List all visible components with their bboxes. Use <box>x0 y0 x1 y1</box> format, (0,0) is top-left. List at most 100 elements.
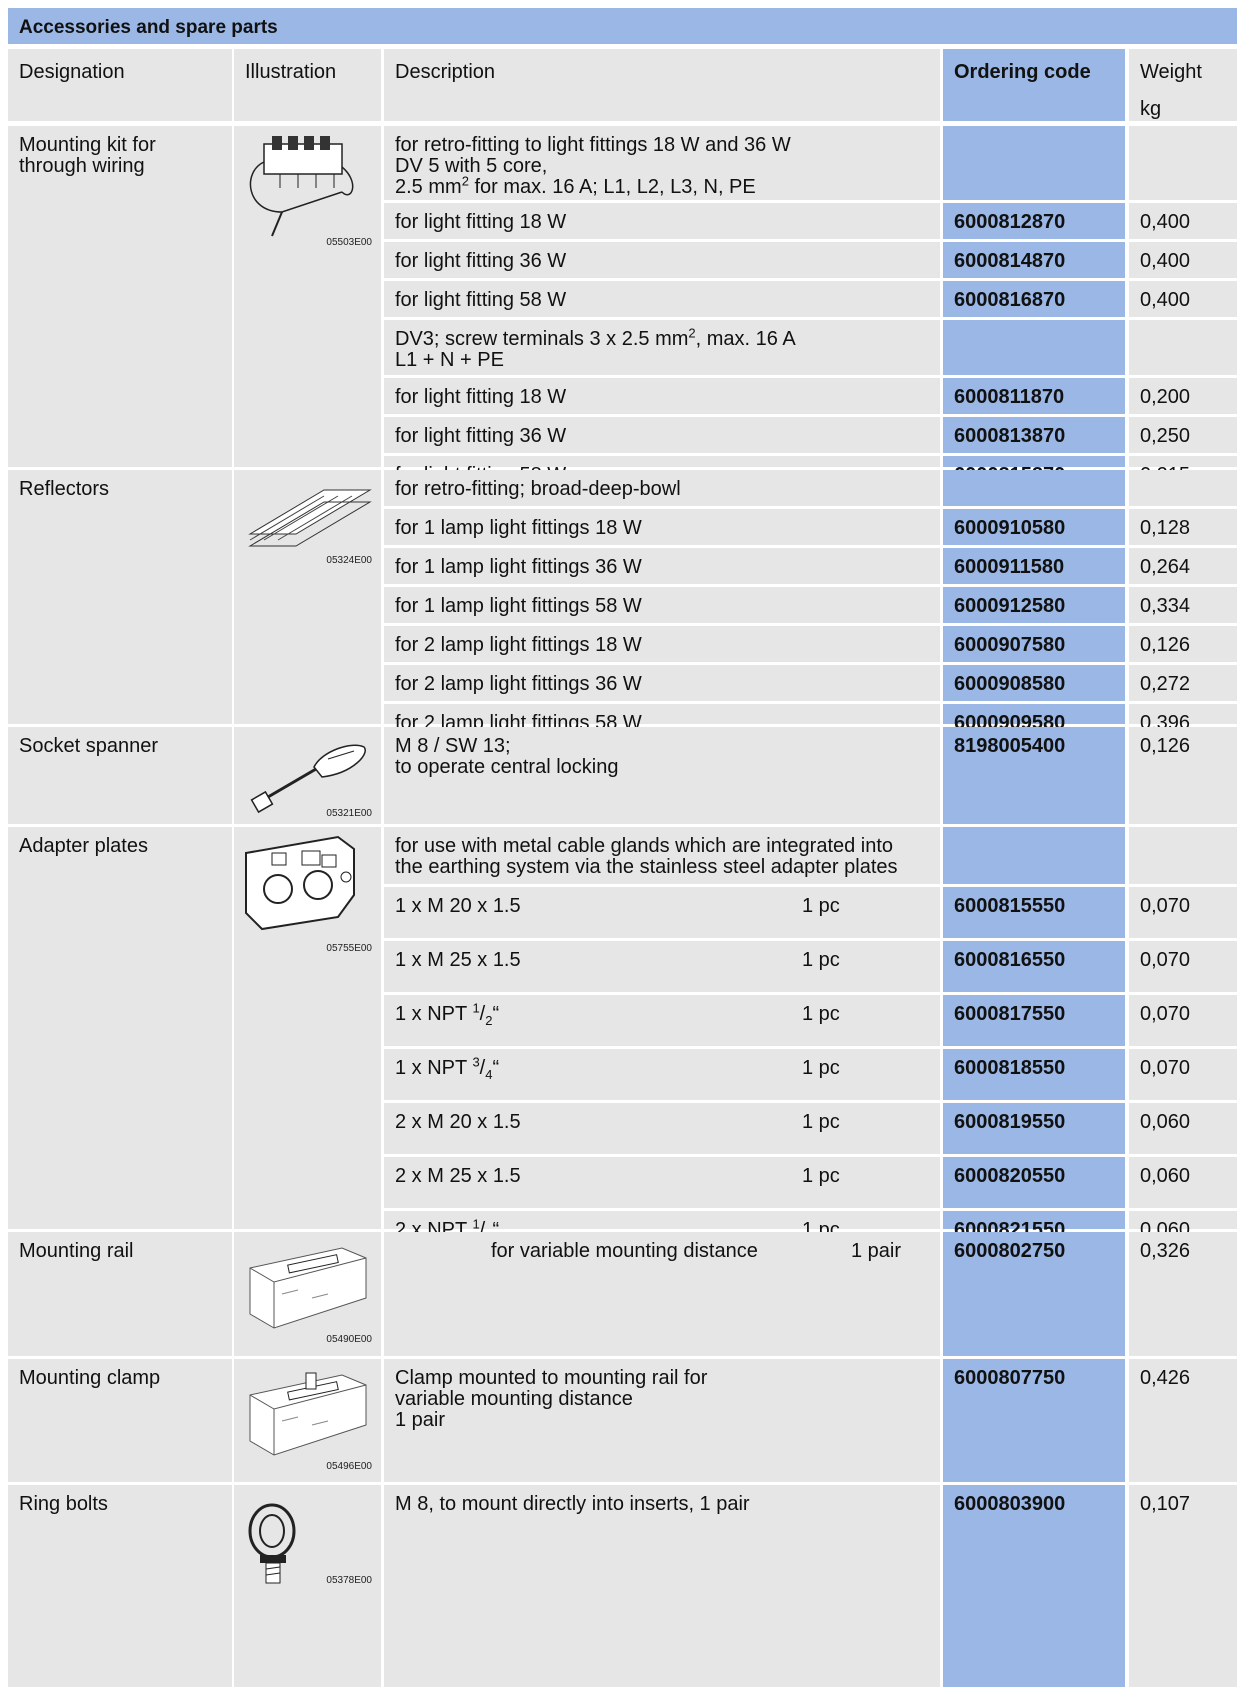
weight-kg: 0,400 <box>1129 203 1237 239</box>
description-text: for 2 lamp light fittings 18 W <box>395 634 642 656</box>
ring-bolt-icon <box>248 1503 296 1584</box>
weight-kg: 0,200 <box>1129 378 1237 414</box>
row-description: 2 x NPT 1/2“1 pc <box>384 1211 940 1243</box>
quantity: 1 pair <box>851 1240 902 1262</box>
row-description: M 8 / SW 13; to operate central locking <box>384 727 940 824</box>
group-illustration: 05490E00 <box>234 1232 381 1356</box>
weight-kg: 0,070 <box>1129 887 1237 938</box>
row-description: Clamp mounted to mounting rail for varia… <box>384 1359 940 1482</box>
header-ordering-code: Ordering code <box>943 49 1125 121</box>
weight-kg: 0,250 <box>1129 417 1237 453</box>
row-description: 2 x M 25 x 1.5 1 pc <box>384 1157 940 1208</box>
figure-code: 05755E00 <box>326 943 372 954</box>
row-description: 1 x NPT 1/2“ 1 pc <box>384 995 940 1046</box>
weight-kg <box>1129 320 1237 375</box>
ordering-code: 6000802750 <box>943 1232 1125 1356</box>
ordering-code: 6000910580 <box>943 509 1125 545</box>
group-designation: Ring bolts <box>8 1485 232 1687</box>
weight-kg: 0,326 <box>1129 1232 1237 1356</box>
description-text: for 1 lamp light fittings 36 W <box>395 556 642 578</box>
description-text: 2 x M 20 x 1.5 <box>395 1111 521 1133</box>
row-description: for light fitting 36 W <box>384 417 940 453</box>
figure-code: 05378E00 <box>326 1575 372 1586</box>
ordering-code: 6000813870 <box>943 417 1125 453</box>
ordering-code: 6000820550 <box>943 1157 1125 1208</box>
weight-kg: 0,060 <box>1129 1211 1237 1241</box>
group-designation: Mounting rail <box>8 1232 232 1356</box>
quantity: 1 pc <box>802 1111 840 1133</box>
header-illustration: Illustration <box>234 49 381 121</box>
quantity: 1 pc <box>802 1057 840 1079</box>
weight-kg <box>1129 827 1237 884</box>
terminal-block-icon <box>249 136 354 237</box>
ordering-code: 6000807750 <box>943 1359 1125 1482</box>
ordering-code: 6000911580 <box>943 548 1125 584</box>
quantity: 1 pc <box>802 1003 840 1025</box>
ordering-code: 6000816550 <box>943 941 1125 992</box>
header-description: Description <box>384 49 940 121</box>
row-description: DV3; screw terminals 3 x 2.5 mm2, max. 1… <box>384 320 940 375</box>
row-description: for light fitting 18 W <box>384 378 940 414</box>
weight-kg: 0,060 <box>1129 1103 1237 1154</box>
row-description: M 8, to mount directly into inserts, 1 p… <box>384 1485 940 1687</box>
mounting-rail-icon <box>249 1247 367 1329</box>
socket-spanner-icon <box>250 744 366 814</box>
group-designation: Reflectors <box>8 470 232 724</box>
row-description: for use with metal cable glands which ar… <box>384 827 940 884</box>
row-description: for 2 lamp light fittings 18 W <box>384 626 940 662</box>
description-text: 2 x M 25 x 1.5 <box>395 1165 521 1187</box>
group-designation: Adapter plates <box>8 827 232 1229</box>
weight-kg: 0,396 <box>1129 704 1237 734</box>
group-illustration: 05324E00 <box>234 470 381 724</box>
description-text: 1 x M 20 x 1.5 <box>395 895 521 917</box>
row-description: for 1 lamp light fittings 58 W <box>384 587 940 623</box>
header-weight: Weight kg <box>1129 49 1237 121</box>
row-description: 1 x M 20 x 1.5 1 pc <box>384 887 940 938</box>
row-description: for 2 lamp light fittings 58 W <box>384 704 940 734</box>
ordering-code: 6000908580 <box>943 665 1125 701</box>
weight-kg: 0,126 <box>1129 626 1237 662</box>
group-illustration: 05378E00 <box>234 1485 381 1687</box>
weight-kg: 0,060 <box>1129 1157 1237 1208</box>
ordering-code <box>943 320 1125 375</box>
ordering-code: 6000909580 <box>943 704 1125 734</box>
description-text: for 2 lamp light fittings 36 W <box>395 673 642 695</box>
row-description: 1 x NPT 3/4“ 1 pc <box>384 1049 940 1100</box>
row-description: for 1 lamp light fittings 36 W <box>384 548 940 584</box>
header-weight-label: Weight <box>1140 61 1202 83</box>
description-text: Clamp mounted to mounting rail for varia… <box>395 1367 708 1431</box>
description-text: for light fitting 58 W <box>395 289 567 311</box>
ordering-code: 6000812870 <box>943 203 1125 239</box>
description-text: for 1 lamp light fittings 58 W <box>395 595 642 617</box>
weight-kg: 0,400 <box>1129 281 1237 317</box>
quantity: 1 pc <box>802 895 840 917</box>
quantity: 1 pc <box>802 1165 840 1187</box>
group-illustration: 05503E00 <box>234 126 381 467</box>
header-designation: Designation <box>8 49 232 121</box>
header-weight-unit: kg <box>1140 98 1162 120</box>
ordering-code: 6000811870 <box>943 378 1125 414</box>
description-text: for variable mounting distance <box>491 1240 758 1262</box>
ordering-code: 6000815550 <box>943 887 1125 938</box>
mounting-clamp-icon <box>249 1372 367 1456</box>
weight-kg <box>1129 470 1237 506</box>
ordering-code: 6000815870 <box>943 456 1125 486</box>
weight-kg: 0,070 <box>1129 1049 1237 1100</box>
figure-code: 05490E00 <box>326 1334 372 1345</box>
ordering-code: 6000817550 <box>943 995 1125 1046</box>
row-description: 1 x M 25 x 1.5 1 pc <box>384 941 940 992</box>
row-description: for 1 lamp light fittings 18 W <box>384 509 940 545</box>
row-description: for retro-fitting to light fittings 18 W… <box>384 126 940 200</box>
description-text: 1 x NPT 1/2“ <box>395 1000 500 1028</box>
description-text: for light fitting 36 W <box>395 425 567 447</box>
weight-kg: 0,070 <box>1129 995 1237 1046</box>
row-description: for light fitting 58 W <box>384 456 940 486</box>
weight-kg: 0,334 <box>1129 587 1237 623</box>
ordering-code: 6000803900 <box>943 1485 1125 1687</box>
row-description: for light fitting 58 W <box>384 281 940 317</box>
description-text: for light fitting 18 W <box>395 386 567 408</box>
ordering-code: 6000819550 <box>943 1103 1125 1154</box>
weight-kg: 0,264 <box>1129 548 1237 584</box>
figure-code: 05496E00 <box>326 1461 372 1472</box>
description-text: for 1 lamp light fittings 18 W <box>395 517 642 539</box>
